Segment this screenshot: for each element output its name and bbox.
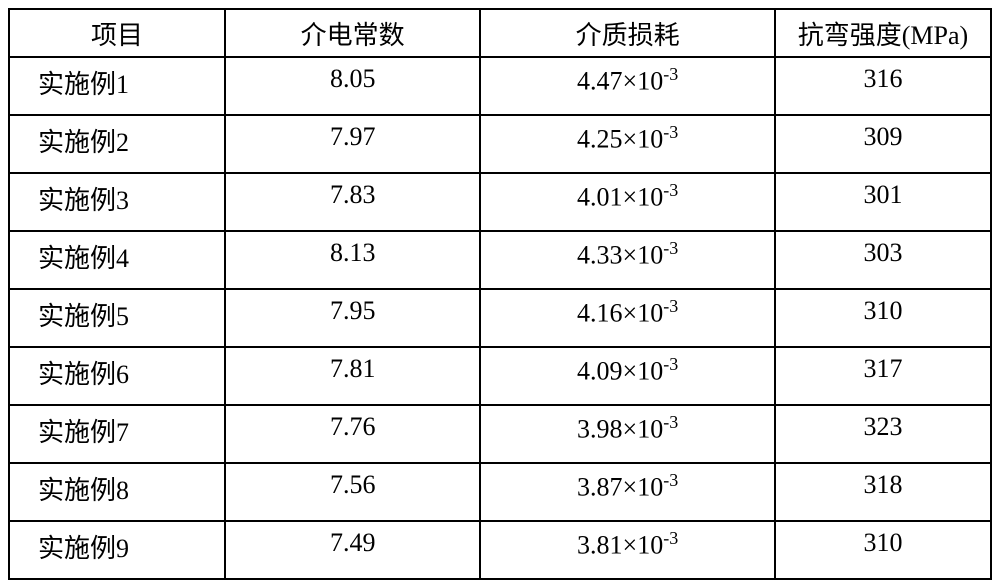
cell-project: 实施例5: [9, 289, 225, 347]
table-row: 实施例18.054.47×10-3316: [9, 57, 991, 115]
cell-loss: 4.47×10-3: [480, 57, 775, 115]
cell-strength: 310: [775, 289, 991, 347]
cell-dielectric: 7.97: [225, 115, 480, 173]
cell-dielectric: 7.83: [225, 173, 480, 231]
col-header-loss: 介质损耗: [480, 9, 775, 57]
table-row: 实施例87.563.87×10-3318: [9, 463, 991, 521]
table-row: 实施例27.974.25×10-3309: [9, 115, 991, 173]
cell-strength: 310: [775, 521, 991, 579]
col-header-project: 项目: [9, 9, 225, 57]
table-header-row: 项目 介电常数 介质损耗 抗弯强度(MPa): [9, 9, 991, 57]
col-header-dielectric: 介电常数: [225, 9, 480, 57]
cell-project: 实施例1: [9, 57, 225, 115]
cell-dielectric: 7.95: [225, 289, 480, 347]
cell-loss: 4.01×10-3: [480, 173, 775, 231]
table-row: 实施例77.763.98×10-3323: [9, 405, 991, 463]
cell-project: 实施例8: [9, 463, 225, 521]
col-header-strength: 抗弯强度(MPa): [775, 9, 991, 57]
cell-dielectric: 7.49: [225, 521, 480, 579]
cell-strength: 303: [775, 231, 991, 289]
table-row: 实施例48.134.33×10-3303: [9, 231, 991, 289]
cell-dielectric: 8.05: [225, 57, 480, 115]
cell-strength: 323: [775, 405, 991, 463]
cell-project: 实施例3: [9, 173, 225, 231]
cell-dielectric: 7.81: [225, 347, 480, 405]
cell-strength: 316: [775, 57, 991, 115]
cell-strength: 301: [775, 173, 991, 231]
cell-dielectric: 8.13: [225, 231, 480, 289]
cell-dielectric: 7.76: [225, 405, 480, 463]
data-table: 项目 介电常数 介质损耗 抗弯强度(MPa) 实施例18.054.47×10-3…: [8, 8, 992, 580]
cell-dielectric: 7.56: [225, 463, 480, 521]
cell-loss: 4.09×10-3: [480, 347, 775, 405]
cell-loss: 3.87×10-3: [480, 463, 775, 521]
table-row: 实施例37.834.01×10-3301: [9, 173, 991, 231]
cell-strength: 317: [775, 347, 991, 405]
cell-strength: 318: [775, 463, 991, 521]
cell-project: 实施例6: [9, 347, 225, 405]
cell-project: 实施例9: [9, 521, 225, 579]
table-row: 实施例97.493.81×10-3310: [9, 521, 991, 579]
cell-project: 实施例7: [9, 405, 225, 463]
cell-loss: 3.98×10-3: [480, 405, 775, 463]
cell-loss: 4.25×10-3: [480, 115, 775, 173]
table-row: 实施例67.814.09×10-3317: [9, 347, 991, 405]
cell-loss: 3.81×10-3: [480, 521, 775, 579]
table-body: 实施例18.054.47×10-3316实施例27.974.25×10-3309…: [9, 57, 991, 579]
cell-project: 实施例4: [9, 231, 225, 289]
cell-project: 实施例2: [9, 115, 225, 173]
cell-loss: 4.16×10-3: [480, 289, 775, 347]
cell-strength: 309: [775, 115, 991, 173]
cell-loss: 4.33×10-3: [480, 231, 775, 289]
table-row: 实施例57.954.16×10-3310: [9, 289, 991, 347]
